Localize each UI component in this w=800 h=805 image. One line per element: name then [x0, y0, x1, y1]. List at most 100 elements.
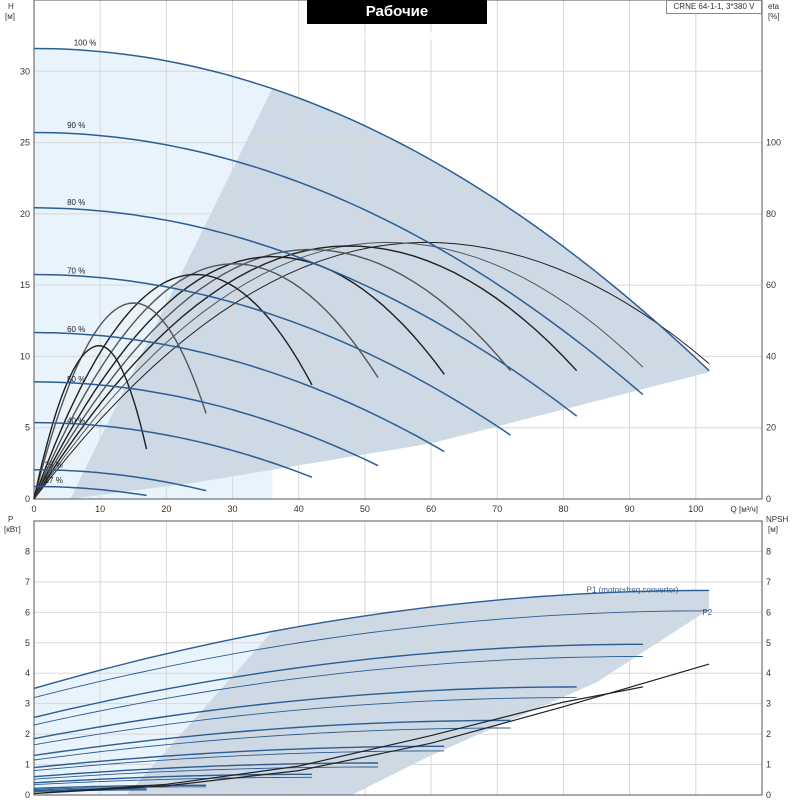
y-axis-unit-eta: [%] [768, 12, 780, 21]
speed-label: 40 % [67, 416, 85, 425]
x-tick-label: 10 [95, 504, 105, 514]
y-tick-label-p: 0 [25, 790, 30, 800]
x-tick-label: 50 [360, 504, 370, 514]
y-tick-label-npsh: 0 [766, 790, 771, 800]
y-axis-label-npsh: NPSH [766, 515, 788, 524]
p2-curve [33, 697, 577, 746]
p1-curve [33, 589, 710, 690]
chart-title: Рабочие характеристики [307, 0, 487, 44]
y-axis-unit-p: [кВт] [4, 525, 21, 534]
eta-curve [33, 255, 445, 500]
x-tick-label: 20 [161, 504, 171, 514]
x-tick-label: 70 [492, 504, 502, 514]
x-tick-label: 60 [426, 504, 436, 514]
eta-curve [33, 263, 379, 500]
speed-label: 100 % [74, 38, 97, 47]
x-tick-label: 30 [228, 504, 238, 514]
p1-curve [33, 762, 379, 778]
qh-curve [33, 47, 710, 372]
qh-curve [33, 331, 445, 453]
p1-curve [33, 745, 445, 769]
bottom-plot-frame [33, 520, 763, 796]
p1-label: P1 (motor+freq.converter) [587, 585, 679, 594]
qh-curve [34, 421, 313, 478]
x-tick-label: 80 [558, 504, 568, 514]
p2-curve [33, 750, 445, 772]
p2-curve [33, 656, 643, 726]
y-tick-label-eta: 60 [766, 280, 776, 290]
npsh-curve [33, 663, 710, 795]
y-axis-label-h: H [8, 2, 14, 11]
speed-label: 90 % [67, 121, 85, 130]
p1-curve [33, 643, 643, 719]
p2-curve [33, 727, 511, 761]
y-tick-label-eta: 80 [766, 209, 776, 219]
x-tick-label: 0 [31, 504, 36, 514]
y-tick-label-p: 8 [25, 546, 30, 556]
x-tick-label: 40 [294, 504, 304, 514]
speed-label: 17 % [45, 476, 63, 485]
y-axis-label-p: P [8, 515, 13, 524]
y-tick-label-h: 0 [25, 494, 30, 504]
y-tick-label-npsh: 2 [766, 729, 771, 739]
model-label: CRNE 64-1-1, 3*380 V [666, 0, 762, 14]
qh-curve [33, 273, 511, 436]
qh-curve [34, 485, 147, 497]
speed-label: 70 % [67, 267, 85, 276]
y-tick-label-p: 3 [25, 699, 30, 709]
y-axis-unit-npsh: [м] [768, 525, 778, 534]
p1-curve [33, 719, 511, 757]
y-tick-label-h: 20 [20, 209, 30, 219]
y-tick-label-p: 6 [25, 607, 30, 617]
y-tick-label-npsh: 5 [766, 638, 771, 648]
y-tick-label-npsh: 1 [766, 760, 771, 770]
p2-curve [33, 776, 312, 786]
speed-label: 80 % [67, 198, 85, 207]
y-tick-label-npsh: 7 [766, 577, 771, 587]
y-tick-label-npsh: 8 [766, 546, 771, 556]
p2-curve [33, 766, 379, 780]
y-tick-label-h: 30 [20, 66, 30, 76]
y-tick-label-eta: 0 [766, 494, 771, 504]
y-tick-label-h: 10 [20, 351, 30, 361]
eta-curve [33, 273, 313, 500]
p1-curve [33, 686, 577, 740]
y-tick-label-eta: 20 [766, 423, 776, 433]
y-tick-label-h: 5 [25, 423, 30, 433]
npsh-curve [33, 686, 644, 795]
eta-curve [33, 241, 644, 500]
y-tick-label-npsh: 6 [766, 607, 771, 617]
eta-curve [33, 248, 512, 500]
p2-label: P2 [702, 608, 712, 617]
speed-label: 60 % [67, 325, 85, 334]
y-tick-label-p: 1 [25, 760, 30, 770]
speed-label: 50 % [67, 375, 85, 384]
y-axis-label-eta: eta [768, 2, 780, 11]
top-plot-frame [33, 0, 763, 500]
y-tick-label-p: 2 [25, 729, 30, 739]
x-axis-label: Q [м³/ч] [731, 505, 758, 514]
x-tick-label: 90 [625, 504, 635, 514]
eta-curve [33, 302, 207, 500]
y-tick-label-h: 15 [20, 280, 30, 290]
qh-curve [33, 207, 578, 417]
x-tick-label: 100 [688, 504, 703, 514]
y-tick-label-eta: 40 [766, 351, 776, 361]
qh-curve [34, 468, 207, 492]
y-tick-label-h: 25 [20, 138, 30, 148]
p2-curve [33, 610, 710, 699]
y-tick-label-p: 4 [25, 668, 30, 678]
qh-curve [34, 381, 379, 467]
y-axis-unit-h: [м] [5, 12, 15, 21]
speed-label: 25 % [45, 460, 63, 469]
y-tick-label-npsh: 4 [766, 668, 771, 678]
p1-curve [33, 784, 207, 789]
y-tick-label-p: 5 [25, 638, 30, 648]
eta-curve [33, 344, 148, 500]
y-tick-label-eta: 100 [766, 138, 781, 148]
y-tick-label-p: 7 [25, 577, 30, 587]
y-tick-label-npsh: 3 [766, 699, 771, 709]
qh-curve [33, 131, 644, 396]
